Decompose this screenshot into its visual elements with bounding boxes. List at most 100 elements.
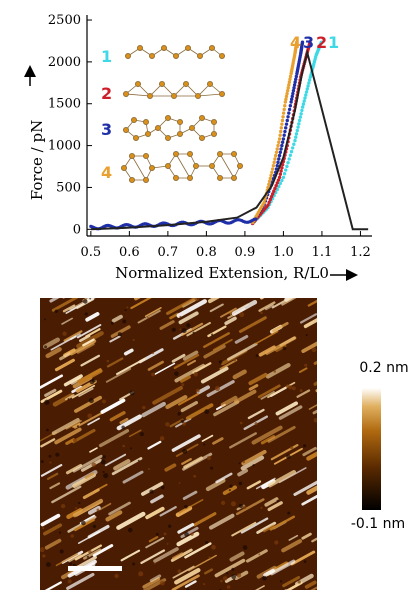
data-point — [307, 78, 312, 82]
afm-streak — [322, 302, 346, 315]
data-point — [273, 186, 277, 191]
afm-streak — [51, 417, 80, 436]
afm-streak — [313, 381, 317, 386]
afm-streak — [85, 312, 100, 322]
afm-streak — [175, 443, 199, 457]
afm-streak — [134, 298, 141, 301]
afm-spot — [208, 556, 211, 559]
data-point — [280, 122, 284, 126]
afm-streak — [148, 536, 159, 543]
data-point — [271, 163, 276, 168]
afm-spot — [287, 511, 291, 515]
afm-streak — [82, 488, 100, 500]
afm-streak — [212, 437, 224, 445]
data-point — [277, 157, 281, 161]
afm-spot — [286, 454, 291, 459]
data-point — [280, 140, 285, 144]
afm-streak — [262, 524, 275, 533]
afm-spot — [238, 481, 243, 486]
data-point — [291, 91, 295, 96]
afm-streak — [325, 430, 331, 434]
data-point — [275, 147, 279, 151]
afm-streak — [85, 328, 101, 338]
series-experiment — [89, 48, 369, 231]
afm-streak — [65, 438, 76, 445]
afm-streak — [256, 521, 277, 534]
colorbar-max-label: 0.2 nm — [359, 360, 408, 376]
afm-spot — [203, 443, 206, 446]
data-point — [308, 40, 312, 45]
afm-spot — [260, 506, 263, 509]
afm-streak — [186, 321, 211, 337]
afm-spot — [67, 398, 70, 400]
afm-streak — [306, 485, 317, 495]
curve-label-3: 3 — [303, 33, 314, 52]
data-point — [281, 175, 286, 180]
data-point — [289, 97, 294, 101]
afm-streak — [87, 298, 96, 302]
data-point — [292, 142, 296, 146]
afm-streak — [281, 538, 303, 553]
afm-streak — [284, 589, 288, 590]
afm-streak — [219, 359, 238, 370]
afm-streak — [231, 299, 258, 316]
afm-spot — [69, 562, 73, 566]
data-point — [289, 149, 294, 154]
afm-streak — [203, 332, 230, 348]
afm-spot — [231, 574, 237, 580]
afm-streak — [43, 337, 60, 349]
afm-spot — [305, 333, 308, 337]
afm-streak — [77, 368, 102, 384]
afm-spot — [280, 580, 283, 583]
afm-streak — [255, 330, 279, 345]
afm-spot — [114, 573, 119, 579]
afm-spot — [91, 462, 97, 468]
afm-spot — [273, 370, 277, 373]
afm-streak — [88, 277, 113, 290]
data-point — [287, 107, 292, 112]
afm-streak — [321, 552, 327, 555]
afm-streak — [108, 501, 131, 516]
afm-streak — [147, 360, 164, 371]
afm-streak — [285, 581, 303, 590]
afm-streak — [323, 340, 332, 345]
data-point — [290, 146, 295, 150]
structure-1-icon — [125, 45, 225, 60]
afm-streak — [141, 401, 166, 418]
data-point — [275, 181, 279, 185]
afm-streak — [196, 385, 210, 395]
afm-streak — [180, 401, 198, 413]
afm-spot — [44, 318, 46, 321]
axes-frame — [86, 15, 372, 237]
afm-spot — [153, 562, 156, 565]
y-tick-label: 0 — [73, 222, 81, 237]
afm-spot — [159, 580, 165, 586]
afm-spot — [171, 327, 176, 332]
afm-spot — [122, 444, 126, 448]
afm-streak — [301, 532, 312, 540]
afm-streak — [267, 501, 283, 512]
axis-ticks: 0.5 0.6 0.7 0.8 0.9 1.0 1.1 1.2 0 500 1000 1500 2000… — [48, 13, 371, 260]
afm-streak — [240, 455, 265, 471]
data-point — [281, 115, 285, 119]
afm-spot — [176, 363, 179, 366]
afm-streak — [150, 494, 164, 504]
afm-streak — [74, 395, 102, 413]
experiment-line — [90, 48, 369, 231]
afm-streak — [49, 482, 61, 490]
afm-streak — [310, 586, 317, 590]
afm-streak — [306, 451, 317, 461]
afm-streak — [299, 313, 317, 324]
data-point — [300, 105, 305, 109]
afm-spot — [194, 298, 200, 302]
afm-streak — [234, 334, 249, 344]
y-tick-label: 1500 — [48, 97, 81, 112]
afm-streak — [164, 463, 177, 472]
data-point — [269, 195, 274, 199]
data-point — [277, 153, 282, 158]
afm-streak — [298, 367, 308, 373]
afm-streak — [159, 506, 177, 517]
afm-streak — [254, 585, 265, 590]
afm-spot — [236, 573, 242, 578]
afm-spot — [186, 323, 191, 328]
